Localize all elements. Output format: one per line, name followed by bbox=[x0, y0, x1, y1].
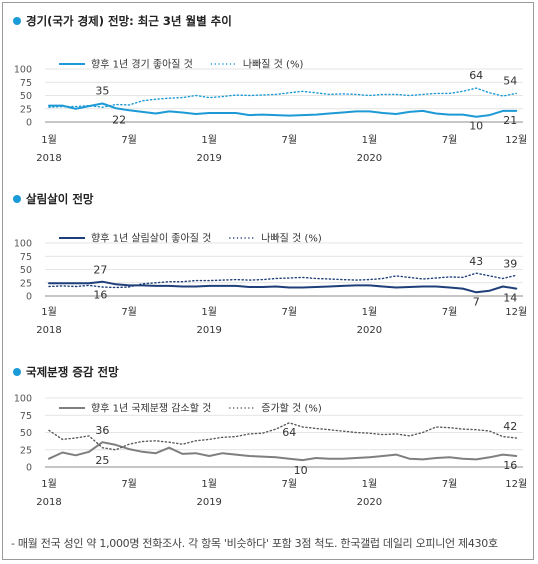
y-tick-label: 50 bbox=[20, 428, 32, 439]
y-tick-label: 50 bbox=[20, 265, 32, 276]
y-tick-label: 100 bbox=[14, 239, 32, 250]
x-tick-label: 1월 bbox=[201, 478, 217, 490]
x-tick-label: 1월 bbox=[41, 478, 57, 490]
x-year-label: 2020 bbox=[357, 325, 382, 336]
x-tick-label: 1월 bbox=[362, 478, 378, 490]
x-tick-label: 7월 bbox=[282, 306, 298, 318]
series-line-negative bbox=[48, 272, 517, 289]
y-tick-label: 75 bbox=[20, 252, 32, 263]
series-line-positive bbox=[48, 441, 518, 462]
y-tick-label: 0 bbox=[26, 463, 32, 474]
title-bullet-icon bbox=[13, 195, 21, 203]
legend-label: 향후 1년 국제분쟁 감소할 것 bbox=[91, 403, 211, 415]
series-line-positive bbox=[48, 102, 518, 118]
x-tick-label: 12월 bbox=[505, 478, 527, 490]
y-tick-label: 100 bbox=[14, 394, 32, 405]
x-year-label: 2020 bbox=[357, 153, 382, 164]
legend-label: 증가할 것 (%) bbox=[261, 403, 322, 415]
data-label: 64 bbox=[282, 426, 296, 439]
data-label: 39 bbox=[503, 257, 517, 270]
legend-label: 나빠질 것 (%) bbox=[243, 59, 304, 71]
x-year-label: 2019 bbox=[196, 325, 221, 336]
y-tick-label: 75 bbox=[20, 411, 32, 422]
data-label: 64 bbox=[469, 69, 483, 82]
x-tick-label: 1월 bbox=[41, 134, 57, 146]
y-tick-label: 0 bbox=[26, 118, 32, 129]
legend-label: 향후 1년 경기 좋아질 것 bbox=[91, 58, 193, 71]
data-label: 10 bbox=[469, 120, 483, 133]
y-tick-label: 25 bbox=[20, 278, 32, 289]
x-year-label: 2018 bbox=[36, 325, 61, 336]
series-line-negative bbox=[48, 87, 517, 108]
data-label: 14 bbox=[503, 292, 517, 305]
x-tick-label: 7월 bbox=[442, 478, 458, 490]
x-tick-label: 7월 bbox=[282, 134, 298, 146]
chart-frame: 경기(국가 경제) 전망: 최근 3년 월별 추이 0 25 50 75 100 1월 7월 1… bbox=[2, 2, 534, 560]
title-bullet-icon bbox=[13, 17, 21, 25]
data-label: 10 bbox=[294, 464, 308, 477]
data-label: 25 bbox=[95, 454, 109, 467]
data-label: 27 bbox=[93, 264, 107, 277]
y-tick-label: 100 bbox=[14, 65, 32, 76]
x-tick-label: 7월 bbox=[442, 134, 458, 146]
legend-label: 향후 1년 살림살이 좋아질 것 bbox=[91, 233, 211, 245]
x-tick-label: 1월 bbox=[362, 306, 378, 318]
y-tick-label: 50 bbox=[20, 91, 32, 102]
data-label: 22 bbox=[112, 113, 126, 126]
data-label: 16 bbox=[503, 459, 517, 472]
data-label: 42 bbox=[503, 420, 517, 433]
chart-title: 살림살이 전망 bbox=[26, 192, 94, 206]
x-tick-label: 1월 bbox=[201, 306, 217, 318]
data-label: 43 bbox=[469, 255, 483, 268]
x-tick-label: 7월 bbox=[121, 478, 137, 490]
x-tick-label: 12월 bbox=[505, 134, 527, 146]
chart-title: 국제분쟁 증감 전망 bbox=[26, 365, 119, 379]
series-line-negative bbox=[48, 422, 517, 451]
x-year-label: 2018 bbox=[36, 497, 61, 508]
data-label: 36 bbox=[95, 424, 109, 437]
x-tick-label: 7월 bbox=[442, 306, 458, 318]
x-year-label: 2020 bbox=[357, 497, 382, 508]
data-label: 16 bbox=[93, 289, 107, 302]
data-label: 54 bbox=[503, 74, 517, 87]
y-tick-label: 25 bbox=[20, 445, 32, 456]
x-tick-label: 7월 bbox=[121, 134, 137, 146]
x-tick-label: 1월 bbox=[362, 134, 378, 146]
legend-label: 나빠질 것 (%) bbox=[261, 233, 322, 245]
footnote: - 매월 전국 성인 약 1,000명 전화조사. 각 항목 '비슷하다' 포함… bbox=[11, 537, 498, 550]
x-year-label: 2019 bbox=[196, 497, 221, 508]
x-tick-label: 12월 bbox=[505, 306, 527, 318]
x-tick-label: 7월 bbox=[121, 306, 137, 318]
x-tick-label: 1월 bbox=[201, 134, 217, 146]
x-year-label: 2019 bbox=[196, 153, 221, 164]
y-tick-label: 75 bbox=[20, 78, 32, 89]
x-tick-label: 1월 bbox=[41, 306, 57, 318]
data-label: 21 bbox=[503, 114, 517, 127]
title-bullet-icon bbox=[13, 368, 21, 376]
series-line-positive bbox=[48, 280, 518, 294]
y-tick-label: 0 bbox=[26, 292, 32, 303]
data-label: 7 bbox=[473, 295, 480, 308]
chart-title: 경기(국가 경제) 전망: 최근 3년 월별 추이 bbox=[26, 14, 232, 28]
y-tick-label: 25 bbox=[20, 104, 32, 115]
x-year-label: 2018 bbox=[36, 153, 61, 164]
x-tick-label: 7월 bbox=[282, 478, 298, 490]
data-label: 35 bbox=[95, 84, 109, 97]
